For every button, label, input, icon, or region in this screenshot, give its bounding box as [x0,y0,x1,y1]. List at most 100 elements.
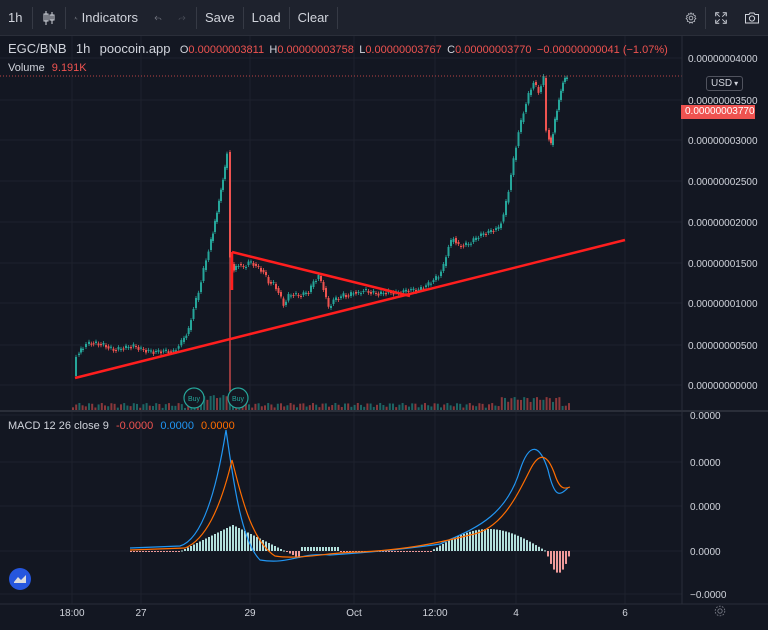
volume-bar [564,405,567,410]
indicators-icon [74,16,78,19]
buy-marker[interactable]: Buy [227,387,249,409]
candle-body [307,293,310,294]
trendline-upper [231,250,411,298]
candle-body [564,77,566,82]
clear-button[interactable]: Clear [290,0,337,36]
volume-bar [356,403,359,410]
macd-histogram-bar [346,551,348,552]
macd-histogram-bar [535,545,537,551]
candle-body [315,280,317,282]
candle-body [226,153,228,168]
macd-histogram-bar [466,532,468,551]
macd-histogram-bar [304,547,306,551]
candle-body [477,237,480,239]
volume-bar [388,403,391,410]
macd-value-macd: 0.0000 [160,420,194,432]
volume-bar [148,405,151,410]
candle-body [142,349,145,350]
volume-bar [532,398,535,410]
candle-body [337,299,340,300]
volume-bar [84,406,87,410]
candle-body [130,347,132,349]
candle-body [110,346,112,348]
candle-body [465,242,467,245]
candle-body [125,345,127,348]
indicators-label: Indicators [81,10,138,25]
candle-body [362,290,365,292]
time-axis-label: 12:00 [422,608,447,619]
candle-body [295,293,297,295]
candle-body [492,231,495,232]
settings-axis-button[interactable] [713,604,727,618]
ohlc-o-value: 0.00000003811 [188,44,265,56]
chart-type-button[interactable] [33,0,65,36]
volume-bar [139,407,142,410]
load-button[interactable]: Load [244,0,289,36]
volume-bar [91,403,94,410]
price-axis-label: 0.00000001000 [688,299,758,310]
candle-body [162,350,165,352]
volume-bar [539,399,542,410]
candle-body [82,348,84,350]
candle-body [302,292,305,295]
volume-bar [360,404,362,410]
candle-body [216,212,218,222]
macd-histogram-bar [160,551,162,552]
interval-button[interactable]: 1h [0,0,32,36]
candle-body [320,276,322,282]
volume-bar [212,395,215,410]
volume-bar [219,397,222,410]
axes-labels: 0.00000004000 0.00000003500 0.00000003000 0… [59,54,757,619]
symbol-name[interactable]: EGC/BNB [8,41,67,56]
macd-histogram-bar [382,551,384,552]
macd-histogram-bar [514,534,516,551]
chart-canvas[interactable]: Buy Buy 0.000000040000.000000035000.0000… [0,36,768,630]
candle-body [535,82,537,86]
volume-label[interactable]: Volume [8,62,45,74]
settings-button[interactable] [677,0,705,36]
chart-container[interactable]: Buy Buy 0.00000004000 0.00000003500 0.0000… [0,36,768,630]
volume-bar [558,397,561,410]
volume-bar [113,403,116,410]
macd-histogram-bar [553,551,555,570]
currency-selector[interactable]: USD ▾ [706,76,744,91]
undo-button[interactable] [146,0,170,36]
gear-icon [685,11,697,24]
candle-body [512,158,515,175]
macd-title[interactable]: MACD 12 26 close 9 [8,420,109,432]
candle-body [147,349,150,351]
volume-bar [372,406,375,410]
volume-bar [136,403,138,410]
macd-histogram-bar [496,529,498,551]
macd-histogram-bar [544,550,546,552]
buy-marker[interactable]: Buy [183,387,205,409]
candle-body [452,238,455,242]
tradingview-logo[interactable] [9,568,31,590]
macd-histogram-bar [562,551,564,570]
volume-bar [248,404,250,410]
volume-bar [305,406,308,410]
volume-bar [174,405,177,410]
time-axis-label: 6 [622,608,628,619]
volume-bar [94,407,97,410]
macd-histogram-bar [163,551,165,552]
volume-bar [465,404,468,410]
indicators-button[interactable]: Indicators [66,0,146,36]
redo-button[interactable] [170,0,194,36]
candle-body [507,191,510,203]
volume-bar [552,401,554,410]
macd-histogram-bar [241,529,243,551]
save-button[interactable]: Save [197,0,243,36]
volume-bar [292,404,295,410]
candle-body [442,264,445,271]
macd-histogram-bar [301,547,303,551]
tradingview-logo-icon [14,575,26,583]
macd-histogram-bar [331,547,333,551]
candle-body [420,286,422,290]
macd-histogram-bar [292,551,294,555]
macd-histogram-bar [313,547,315,551]
fullscreen-button[interactable] [706,0,736,36]
volume-bar [433,403,436,410]
screenshot-button[interactable] [736,0,768,36]
candle-body [107,346,110,349]
